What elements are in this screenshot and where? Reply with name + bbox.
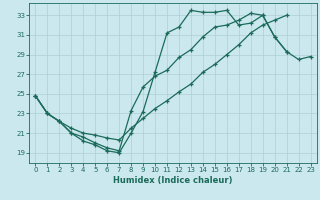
X-axis label: Humidex (Indice chaleur): Humidex (Indice chaleur) <box>113 176 233 185</box>
